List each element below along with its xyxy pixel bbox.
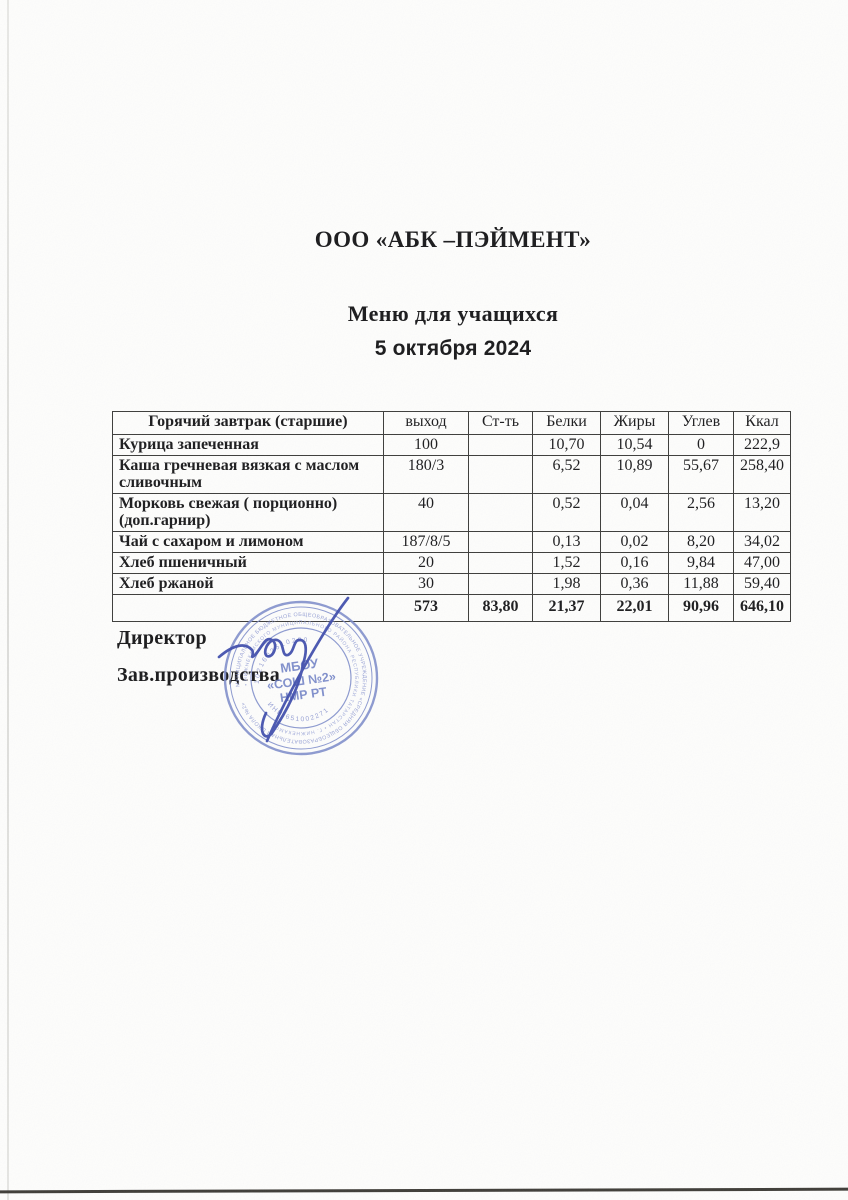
value-cell (468, 573, 533, 595)
value-cell: 2,56 (668, 493, 734, 532)
value-cell: 34,02 (733, 531, 791, 553)
menu-date: 5 октября 2024 (374, 337, 532, 360)
totals-value-cell: 646,10 (733, 594, 791, 622)
col-header-meal: Горячий завтрак (старшие) (112, 411, 384, 435)
value-cell (468, 552, 533, 574)
value-cell: 13,20 (733, 493, 791, 532)
table-row: Каша гречневая вязкая с маслом сливочным… (112, 455, 791, 494)
value-cell: 20 (383, 552, 469, 574)
col-header-belki: Белки (532, 411, 601, 435)
value-cell (468, 434, 533, 456)
value-cell: 187/8/5 (383, 531, 469, 553)
value-cell: 0,04 (600, 493, 669, 532)
scan-edge-line (7, 0, 9, 1200)
value-cell: 9,84 (668, 552, 734, 574)
menu-title: Меню для учащихся (347, 301, 559, 326)
value-cell: 55,67 (668, 455, 734, 494)
totals-value-cell: 22,01 (600, 594, 669, 622)
scan-page-edge (0, 1187, 848, 1194)
value-cell: 10,54 (600, 434, 669, 456)
col-header-kkal: Ккал (733, 411, 791, 435)
value-cell: 0,36 (600, 573, 669, 595)
dish-name-cell: Курица запеченная (112, 434, 384, 456)
col-header-vyhod: выход (383, 411, 469, 435)
company-title: ООО «АБК –ПЭЙМЕНТ» (314, 227, 592, 252)
dish-name-cell: Морковь свежая ( порционно) (доп.гарнир) (112, 493, 384, 532)
value-cell: 10,89 (600, 455, 669, 494)
value-cell (468, 531, 533, 553)
value-cell: 1,98 (532, 573, 601, 595)
table-row: Морковь свежая ( порционно) (доп.гарнир)… (112, 493, 791, 532)
director-signature (217, 596, 350, 743)
value-cell: 47,00 (733, 552, 791, 574)
totals-value-cell: 573 (383, 594, 469, 622)
value-cell: 222,9 (733, 434, 791, 456)
table-row: Хлеб пшеничный 20 1,52 0,16 9,84 47,00 (112, 552, 791, 574)
totals-value-cell: 90,96 (668, 594, 734, 622)
dish-name-cell: Каша гречневая вязкая с маслом сливочным (112, 455, 384, 494)
value-cell: 1,52 (532, 552, 601, 574)
table-row: Чай с сахаром и лимоном 187/8/5 0,13 0,0… (112, 531, 791, 553)
value-cell: 258,40 (733, 455, 791, 494)
value-cell (468, 455, 533, 494)
dish-name-cell: Хлеб пшеничный (112, 552, 384, 574)
value-cell: 0,02 (600, 531, 669, 553)
col-header-cost: Ст-ть (468, 411, 533, 435)
value-cell: 8,20 (668, 531, 734, 553)
value-cell: 11,88 (668, 573, 734, 595)
table-row: Курица запеченная 100 10,70 10,54 0 222,… (112, 434, 791, 456)
table-header-row: Горячий завтрак (старшие) выход Ст-ть Бе… (112, 411, 791, 435)
col-header-uglev: Углев (668, 411, 734, 435)
value-cell: 0,16 (600, 552, 669, 574)
director-label: Директор (117, 627, 207, 649)
value-cell: 0 (668, 434, 734, 456)
totals-value-cell: 83,80 (468, 594, 533, 622)
value-cell: 30 (383, 573, 469, 595)
value-cell: 40 (383, 493, 469, 532)
value-cell: 0,52 (532, 493, 601, 532)
value-cell: 59,40 (733, 573, 791, 595)
value-cell (468, 493, 533, 532)
value-cell: 6,52 (532, 455, 601, 494)
value-cell: 10,70 (532, 434, 601, 456)
value-cell: 0,13 (532, 531, 601, 553)
dish-name-cell: Чай с сахаром и лимоном (112, 531, 384, 553)
col-header-zhiry: Жиры (600, 411, 669, 435)
value-cell: 100 (383, 434, 469, 456)
value-cell: 180/3 (383, 455, 469, 494)
totals-value-cell: 21,37 (532, 594, 601, 622)
